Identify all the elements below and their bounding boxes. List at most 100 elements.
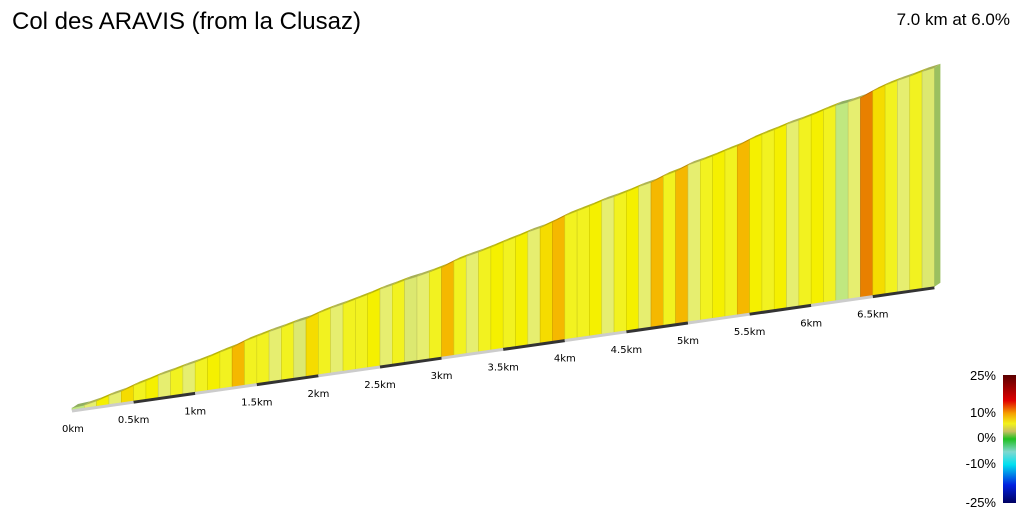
- axis-band: [256, 374, 319, 387]
- x-tick-label: 3.5km: [487, 362, 518, 373]
- profile-segment: [601, 196, 615, 335]
- profile-segment: [552, 215, 566, 342]
- profile-segment-top: [269, 323, 288, 332]
- profile-segment: [502, 236, 516, 349]
- profile-segment-top: [786, 116, 805, 125]
- profile-segment-top: [392, 276, 411, 286]
- distance-axis: 0km 0.5km 1km 1.5km 2km 2.5km 3km 3.5km 4km 4.5km…: [62, 286, 935, 435]
- legend-label: -10%: [966, 456, 997, 471]
- profile-segment-top: [219, 343, 239, 353]
- axis-band: [687, 312, 750, 325]
- x-tick-label: 0km: [62, 424, 84, 435]
- profile-segment-top: [490, 238, 510, 248]
- profile-segment: [773, 124, 787, 311]
- profile-segments: [71, 63, 941, 411]
- profile-segment-top: [626, 182, 645, 192]
- x-tick-label: 5km: [677, 336, 699, 347]
- axis-band: [626, 321, 689, 334]
- profile-segment-top: [774, 120, 793, 130]
- profile-segment-top: [207, 348, 226, 358]
- profile-segment-top: [441, 257, 460, 268]
- profile-segment: [872, 84, 886, 296]
- profile-segment-top: [860, 87, 879, 98]
- x-tick-label: 2.5km: [364, 380, 395, 391]
- profile-segment: [231, 340, 245, 388]
- profile-segment-top: [478, 243, 497, 253]
- profile-segment: [219, 347, 233, 390]
- profile-segment-top: [564, 207, 584, 216]
- profile-segment-top: [688, 156, 707, 166]
- x-tick-label: 1.5km: [241, 398, 272, 409]
- profile-segment-top: [195, 353, 214, 363]
- profile-segment-top: [318, 304, 337, 314]
- legend-label: 0%: [977, 430, 996, 445]
- profile-segment-top: [145, 371, 165, 381]
- x-tick-label: 0.5km: [118, 415, 149, 426]
- profile-segment: [761, 129, 775, 312]
- axis-band: [133, 391, 196, 404]
- profile-segment-top: [823, 101, 842, 111]
- profile-segment-top: [589, 197, 608, 207]
- profile-segment: [687, 160, 701, 323]
- profile-segment: [897, 75, 911, 293]
- profile-segment: [268, 327, 282, 383]
- profile-segment-top: [72, 401, 91, 408]
- profile-segment-top: [293, 314, 313, 323]
- profile-segment: [564, 210, 578, 340]
- profile-segment-top: [724, 142, 744, 151]
- profile-segment-top: [835, 98, 855, 106]
- axis-band: [749, 303, 812, 316]
- profile-segment-top: [133, 376, 152, 386]
- profile-segment: [170, 366, 184, 397]
- profile-segment: [515, 231, 529, 347]
- profile-segment: [404, 276, 418, 363]
- profile-segment-top: [404, 272, 423, 281]
- profile-segment: [650, 175, 664, 328]
- legend-color-bar: [1003, 375, 1016, 503]
- axis-band: [379, 356, 442, 369]
- profile-segment: [823, 104, 837, 303]
- profile-segment-top: [170, 362, 189, 372]
- axis-band: [194, 383, 258, 395]
- profile-segment-top: [503, 233, 522, 243]
- profile-segment-top: [552, 211, 571, 223]
- profile-segment: [786, 119, 800, 309]
- x-tick-label: 5.5km: [734, 327, 765, 338]
- x-tick-label: 6km: [800, 318, 822, 329]
- profile-segment: [441, 260, 455, 358]
- profile-segment-top: [343, 295, 362, 305]
- profile-segment: [847, 97, 861, 300]
- profile-segment-top: [540, 218, 559, 228]
- profile-segment-top: [96, 391, 115, 401]
- profile-segment-top: [712, 146, 731, 157]
- axis-band: [318, 365, 381, 378]
- profile-segment-top: [232, 337, 251, 348]
- profile-segment-top: [872, 81, 892, 92]
- profile-segment: [675, 164, 689, 325]
- profile-segment: [379, 284, 393, 367]
- axis-band: [71, 400, 134, 413]
- profile-segment: [318, 307, 332, 376]
- profile-segment-top: [601, 192, 621, 202]
- profile-segment: [305, 312, 319, 377]
- x-tick-label: 6.5km: [857, 310, 888, 321]
- profile-segment: [527, 227, 541, 346]
- profile-segment-top: [638, 178, 658, 187]
- profile-segment-top: [466, 248, 485, 257]
- legend-label: -25%: [966, 495, 997, 510]
- profile-segment: [663, 170, 676, 326]
- profile-segment: [478, 246, 492, 353]
- profile-segment-top: [281, 318, 300, 328]
- profile-segment-top: [798, 111, 818, 121]
- profile-segment: [626, 186, 640, 332]
- profile-segment-top: [897, 72, 916, 81]
- profile-segment: [909, 71, 923, 291]
- profile-segment-top: [651, 172, 670, 183]
- profile-segment: [700, 155, 713, 321]
- profile-segment: [724, 145, 738, 318]
- x-tick-label: 4km: [554, 354, 576, 365]
- profile-segment: [749, 134, 763, 314]
- profile-segment-top: [737, 135, 756, 147]
- profile-segment: [207, 351, 221, 391]
